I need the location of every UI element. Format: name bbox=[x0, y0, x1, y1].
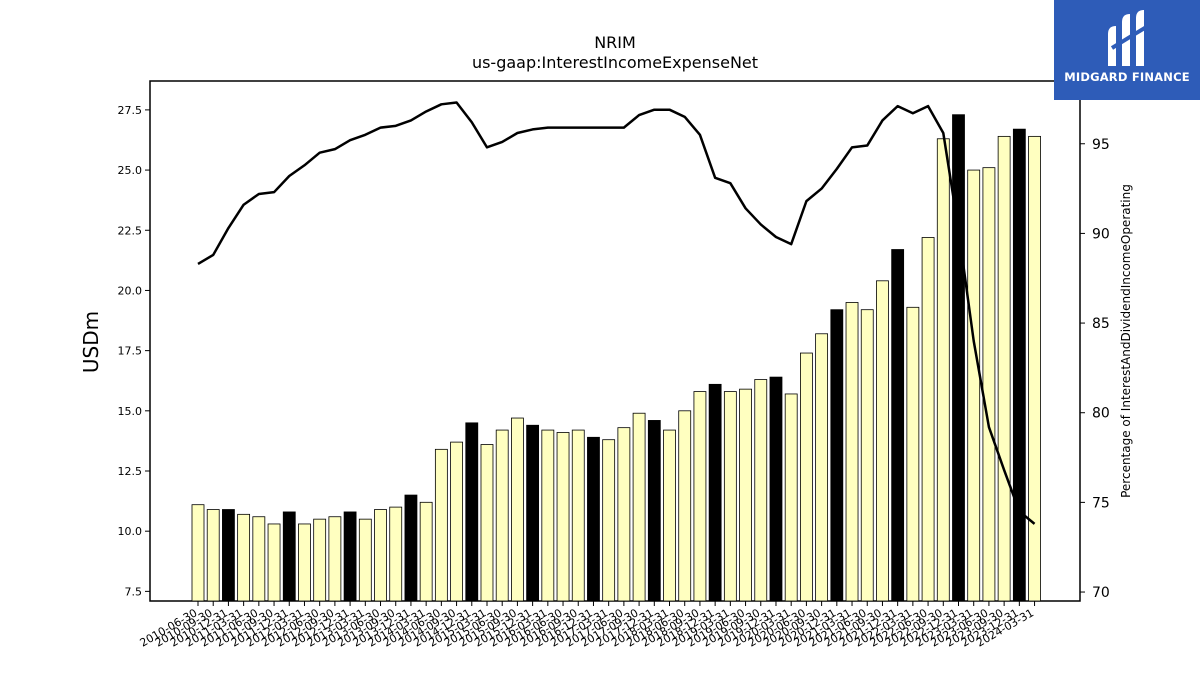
bar bbox=[252, 516, 266, 602]
bar bbox=[419, 501, 433, 602]
bar bbox=[602, 439, 616, 602]
line-series bbox=[197, 101, 1036, 525]
bar bbox=[967, 169, 981, 602]
bar bbox=[891, 249, 905, 602]
bar bbox=[313, 518, 327, 602]
bar bbox=[693, 391, 707, 602]
y-right-tick-label: 90 bbox=[1092, 226, 1110, 242]
bar bbox=[495, 429, 509, 602]
bar bbox=[556, 432, 570, 602]
bar bbox=[815, 333, 829, 602]
bar bbox=[617, 427, 631, 602]
bar bbox=[982, 167, 996, 602]
bar bbox=[860, 309, 874, 602]
y-right-tick-label: 70 bbox=[1092, 585, 1110, 601]
line-path bbox=[197, 101, 1036, 525]
bar bbox=[876, 280, 889, 602]
y-left-tick-label: 25.0 bbox=[118, 164, 143, 177]
bar bbox=[784, 393, 798, 602]
bar bbox=[1012, 128, 1026, 602]
y-left-tick-label: 22.5 bbox=[118, 224, 143, 237]
bar bbox=[830, 309, 844, 602]
bar bbox=[769, 376, 783, 602]
bar bbox=[952, 114, 965, 602]
chart-title-group: NRIM us-gaap:InterestIncomeExpenseNet bbox=[472, 33, 758, 72]
bar bbox=[754, 379, 768, 602]
y-left-tick-label: 12.5 bbox=[118, 465, 143, 478]
bar bbox=[800, 352, 813, 602]
bar bbox=[267, 523, 281, 602]
bar bbox=[237, 513, 251, 602]
y-left-tick-label: 17.5 bbox=[118, 345, 143, 358]
bar bbox=[434, 448, 448, 602]
bar-series bbox=[191, 114, 1041, 602]
y-right-tick-label: 75 bbox=[1092, 495, 1110, 511]
bar bbox=[997, 135, 1011, 602]
bar bbox=[282, 511, 296, 602]
bar bbox=[389, 506, 403, 602]
logo-text: MIDGARD FINANCE bbox=[1064, 70, 1190, 84]
y-left-tick-label: 27.5 bbox=[118, 104, 143, 117]
bar bbox=[511, 417, 524, 602]
y-axis-left: 7.5 10.0 12.5 15.0 17.5 20.0 22.5 25.0 27.5 bbox=[118, 104, 150, 598]
y-left-tick-label: 10.0 bbox=[118, 525, 143, 538]
bar bbox=[632, 412, 646, 602]
bar bbox=[404, 494, 418, 602]
bar bbox=[906, 306, 920, 602]
bar bbox=[465, 422, 479, 602]
bar bbox=[328, 516, 342, 602]
y-left-tick-label: 20.0 bbox=[118, 284, 143, 297]
bar bbox=[298, 523, 311, 602]
y-axis-right: 70 75 80 85 90 95 bbox=[1080, 137, 1110, 601]
bar bbox=[1028, 135, 1041, 602]
y-right-tick-label: 85 bbox=[1092, 316, 1110, 332]
bar bbox=[374, 509, 387, 602]
y-left-tick-label: 15.0 bbox=[118, 405, 143, 418]
chart-title: NRIM bbox=[594, 33, 636, 52]
bar bbox=[222, 509, 235, 602]
x-axis: 2010-06-302010-09-302010-12-312011-03-31… bbox=[138, 601, 1036, 650]
y-left-tick-label: 7.5 bbox=[125, 585, 143, 598]
bar bbox=[541, 429, 555, 602]
midgard-logo-icon bbox=[1108, 10, 1150, 66]
bar bbox=[921, 237, 935, 602]
bar bbox=[450, 441, 463, 602]
y-axis-left-label: USDm bbox=[79, 311, 103, 373]
bar bbox=[358, 518, 372, 602]
bar bbox=[526, 424, 540, 602]
bar bbox=[936, 138, 950, 602]
bar bbox=[739, 388, 752, 602]
bar bbox=[571, 429, 585, 602]
bar bbox=[723, 391, 737, 602]
logo: MIDGARD FINANCE bbox=[1054, 0, 1200, 100]
bar bbox=[678, 410, 692, 602]
bar bbox=[343, 511, 357, 602]
bar bbox=[845, 302, 859, 602]
bar bbox=[191, 504, 205, 602]
bar bbox=[587, 436, 600, 602]
y-right-tick-label: 80 bbox=[1092, 406, 1110, 422]
y-axis-right-label: Percentage of InterestAndDividendIncomeO… bbox=[1119, 184, 1133, 498]
bar bbox=[647, 420, 661, 602]
bar bbox=[480, 444, 494, 602]
bar bbox=[663, 429, 676, 602]
bar bbox=[206, 509, 220, 602]
y-right-tick-label: 95 bbox=[1092, 137, 1110, 153]
bar bbox=[708, 383, 722, 602]
chart-subtitle: us-gaap:InterestIncomeExpenseNet bbox=[472, 53, 758, 72]
